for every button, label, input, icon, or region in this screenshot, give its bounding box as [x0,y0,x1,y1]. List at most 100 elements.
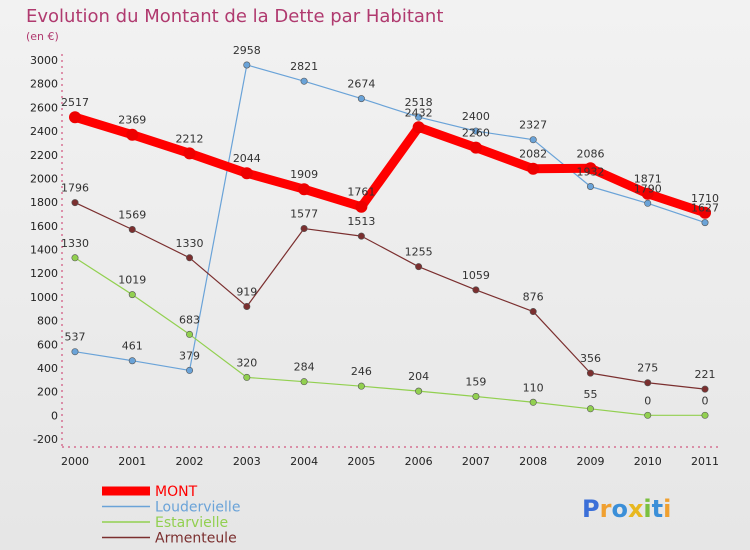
data-point [472,286,480,294]
data-label: 1627 [691,202,719,215]
data-point [71,199,79,207]
data-label: 2958 [233,44,261,57]
data-label: 2327 [519,119,547,132]
data-label: 1710 [691,192,719,205]
y-tick-label: 0 [51,409,58,422]
data-label: 1932 [576,165,604,178]
x-tick-label: 2001 [118,455,146,468]
x-tick-label: 2003 [233,455,261,468]
data-label: 1761 [347,186,375,199]
data-label: 1059 [462,269,490,282]
data-label: 2400 [462,110,490,123]
data-label: 110 [523,381,544,394]
legend-entry: Loudervielle [155,500,240,516]
data-point [357,232,365,240]
data-label: 2212 [176,132,204,145]
x-tick-label: 2007 [462,455,490,468]
data-point [415,113,423,121]
data-point [186,254,194,262]
y-tick-label: 800 [37,315,58,328]
x-tick-label: 2005 [347,455,375,468]
data-point [300,225,308,233]
data-point [300,378,308,386]
data-point [701,385,709,393]
data-point [469,141,482,154]
series-line-armenteule [74,201,706,390]
data-point [701,219,709,227]
y-tick-label: 2800 [30,78,58,91]
data-point [415,263,423,271]
data-point [243,302,251,310]
x-tick-label: 2006 [405,455,433,468]
data-point [69,111,81,124]
x-tick-label: 2011 [691,455,719,468]
data-label: 221 [695,368,716,381]
data-label: 1577 [290,208,318,221]
data-point [71,254,79,262]
x-tick-label: 2009 [576,455,604,468]
data-point [128,291,136,299]
data-point [243,373,251,381]
x-tick-label: 2010 [634,455,662,468]
y-tick-label: 200 [37,386,58,399]
x-tick-label: 2002 [176,455,204,468]
data-point [644,199,652,207]
data-point [243,61,251,69]
data-label: 683 [179,313,200,326]
data-point [128,225,136,233]
data-label: 356 [580,352,601,365]
x-tick-label: 2008 [519,455,547,468]
data-label: 0 [702,394,709,407]
data-label: 1513 [347,215,375,228]
y-tick-label: 1600 [30,220,58,233]
data-point [186,330,194,338]
y-tick-label: 600 [37,338,58,351]
data-point [644,411,652,419]
x-tick-label: 2004 [290,455,318,468]
data-labels-layer: 2517 2369 2212 2044 1909 1761 2432 2260 2082 2086… [61,44,719,407]
series-layer [69,61,711,419]
data-point [586,369,594,377]
data-point [240,167,253,180]
data-label: 1330 [61,237,89,250]
y-tick-label: 1800 [30,196,58,209]
data-label: 2369 [118,114,146,127]
chart-title: Evolution du Montant de la Dette par Hab… [26,6,443,27]
data-point [472,127,480,135]
data-point [126,128,139,141]
data-point [586,182,594,190]
data-label: 2044 [233,152,261,165]
legend-entry: Estarvielle [155,515,228,531]
data-label: 2082 [519,148,547,161]
y-tick-label: 2200 [30,149,58,162]
data-label: 1330 [176,237,204,250]
data-point [472,392,480,400]
data-label: 159 [465,375,486,388]
data-point [186,366,194,374]
data-point [415,387,423,395]
data-point [529,308,537,316]
data-point [527,162,540,175]
data-point [699,206,711,219]
data-label: 2674 [347,78,375,91]
data-label: 2260 [462,127,490,140]
data-label: 275 [637,362,658,375]
series-line-estarvielle [74,257,706,416]
data-label: 55 [583,388,597,401]
data-label: 2518 [405,96,433,109]
y-tick-label: 400 [37,362,58,375]
data-point [298,183,311,196]
y-tick-label: 1000 [30,291,58,304]
data-point [584,162,597,175]
legend-entry: MONT [155,484,198,500]
data-label: 204 [408,370,429,383]
data-label: 1909 [290,168,318,181]
data-label: 1569 [118,208,146,221]
data-label: 320 [236,356,257,369]
data-point [644,379,652,387]
data-point [355,200,368,213]
data-label: 461 [122,340,143,353]
data-label: 1796 [61,182,89,195]
